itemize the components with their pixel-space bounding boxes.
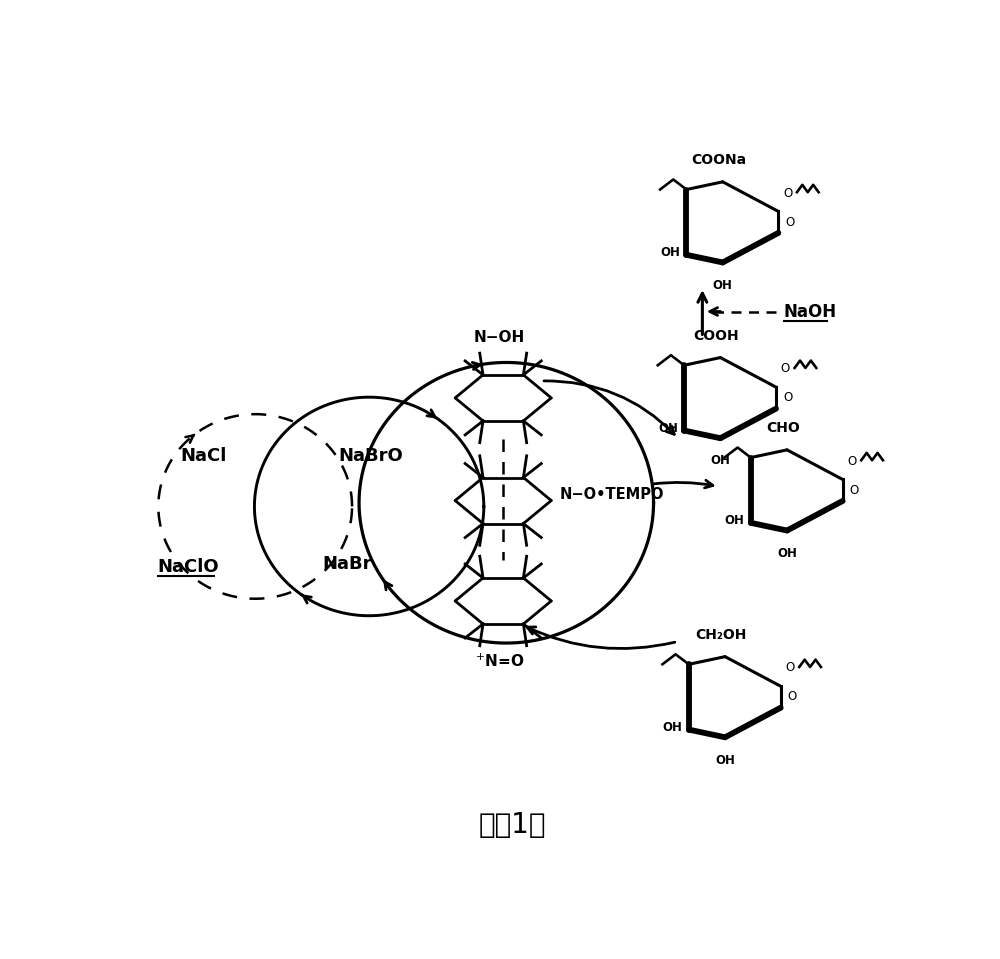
- Text: N−OH: N−OH: [474, 330, 525, 344]
- Text: O: O: [850, 483, 859, 497]
- Text: O: O: [781, 363, 790, 375]
- Text: CH₂OH: CH₂OH: [695, 628, 747, 642]
- Text: CHO: CHO: [766, 421, 800, 435]
- Text: O: O: [783, 187, 792, 199]
- Text: O: O: [785, 662, 795, 674]
- Text: O: O: [788, 690, 797, 704]
- Text: OH: OH: [725, 514, 745, 527]
- Text: NaBr: NaBr: [323, 555, 372, 573]
- Text: O: O: [783, 391, 792, 405]
- Text: N−O•TEMPO: N−O•TEMPO: [560, 487, 664, 503]
- Text: OH: OH: [710, 455, 730, 467]
- Text: NaCl: NaCl: [181, 447, 227, 465]
- Text: OH: OH: [658, 422, 678, 434]
- Text: COONa: COONa: [691, 153, 746, 167]
- Text: OH: OH: [713, 279, 733, 292]
- Text: $^{+}$N=O: $^{+}$N=O: [475, 653, 524, 670]
- Text: NaOH: NaOH: [784, 302, 837, 320]
- Text: OH: OH: [777, 547, 797, 560]
- Text: COOH: COOH: [694, 329, 739, 342]
- Text: O: O: [785, 216, 795, 228]
- Text: OH: OH: [715, 754, 735, 766]
- Text: OH: OH: [660, 246, 680, 259]
- Text: NaBrO: NaBrO: [338, 447, 403, 465]
- Text: 式（1）: 式（1）: [479, 811, 546, 839]
- Text: OH: OH: [663, 721, 683, 734]
- Text: O: O: [847, 455, 857, 468]
- Text: NaClO: NaClO: [158, 558, 219, 576]
